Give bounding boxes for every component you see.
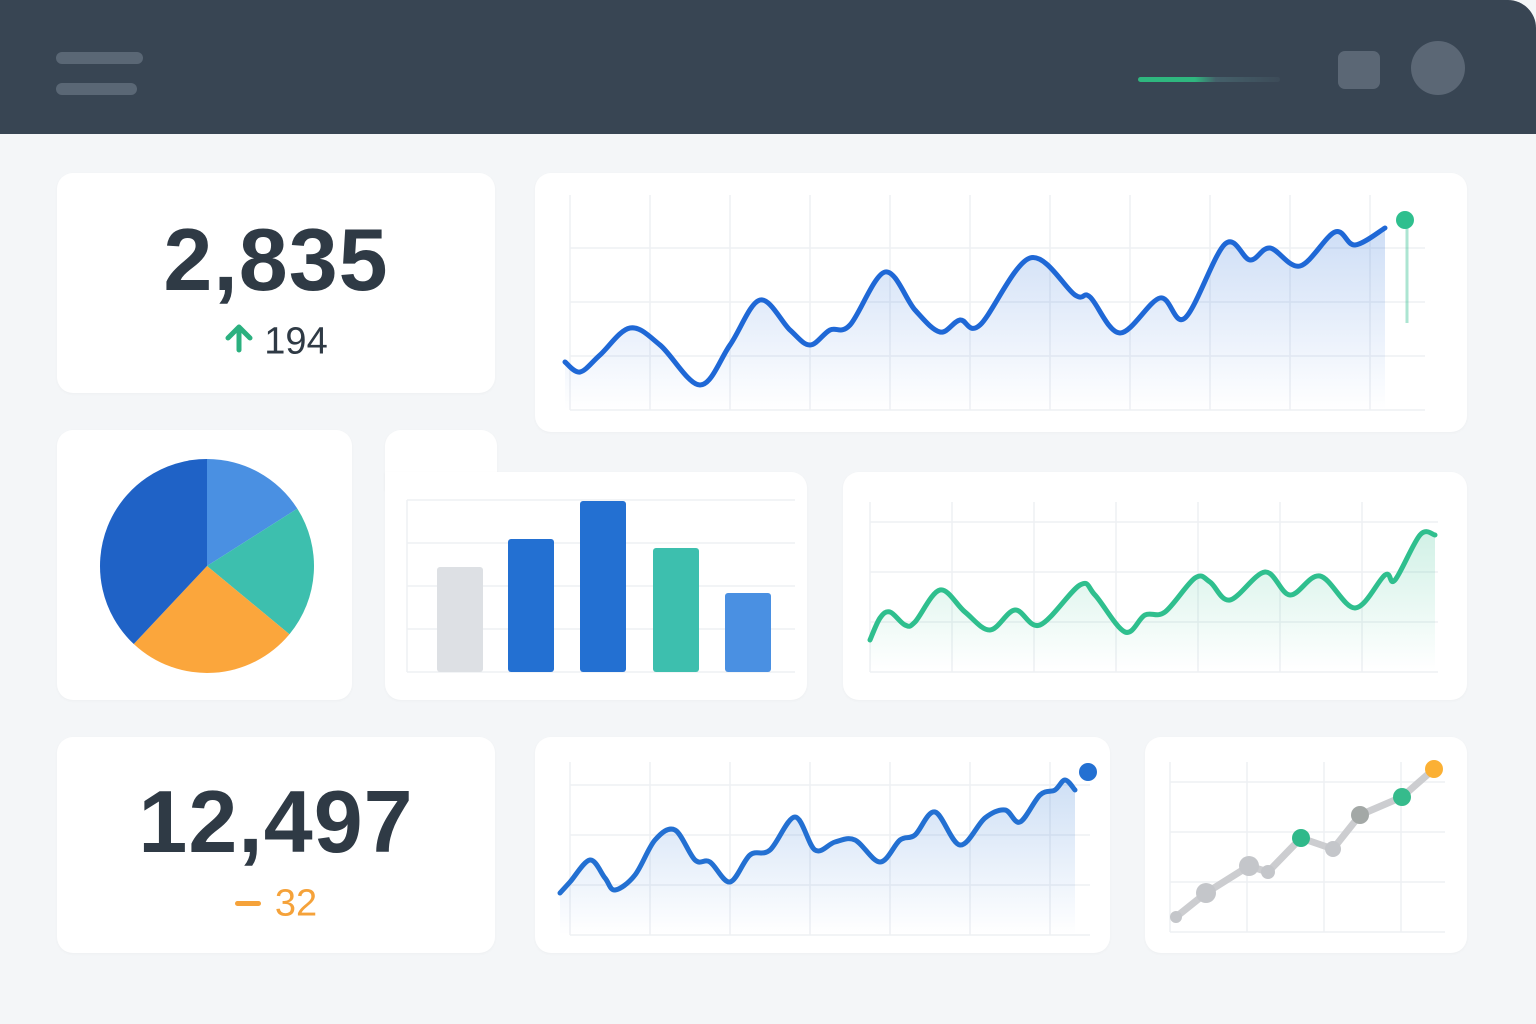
bar-chart [406, 499, 795, 673]
kpi-card-secondary: 12,497 32 [57, 737, 495, 953]
data-point [1325, 841, 1341, 857]
kpi-delta-value: 32 [274, 882, 318, 925]
series-line [557, 777, 1078, 896]
pie-slice [207, 459, 298, 566]
line-chart-main [562, 195, 1425, 411]
pie-chart-card [57, 430, 352, 700]
bar-chart-card [385, 472, 807, 700]
pie-slice [100, 459, 207, 644]
line-chart-card-green [843, 472, 1467, 700]
bar [580, 501, 626, 672]
kpi-card-total: 2,835 194 [57, 173, 495, 393]
pie-chart [100, 459, 314, 673]
series-line [562, 225, 1388, 388]
bar [508, 539, 554, 672]
kpi-delta-value: 194 [264, 320, 328, 363]
minus-icon [234, 901, 261, 907]
area-fill [565, 228, 1385, 410]
scatter-line-chart [1169, 760, 1445, 933]
top-bar [0, 0, 1536, 134]
area-fill [560, 780, 1075, 935]
bar [725, 593, 771, 672]
area-fill [870, 531, 1435, 670]
status-indicator [1138, 77, 1280, 82]
series-line [867, 529, 1438, 643]
pie-slice [133, 566, 290, 673]
bar [437, 567, 483, 672]
bar [653, 548, 699, 672]
data-point [1239, 856, 1259, 876]
menu-line [56, 83, 137, 95]
kpi-delta: 32 [57, 881, 495, 925]
line-chart-card-main [535, 173, 1467, 432]
line-chart-card-bottom [535, 737, 1110, 953]
data-point [1196, 883, 1216, 903]
user-avatar-icon[interactable] [1411, 41, 1465, 95]
menu-line [56, 52, 143, 64]
data-point [1425, 760, 1443, 778]
data-point [1351, 806, 1369, 824]
data-point [1292, 829, 1310, 847]
line-chart-green [867, 502, 1438, 673]
kpi-value: 2,835 [163, 210, 389, 309]
end-marker [1396, 211, 1414, 229]
line-chart-bottom [557, 762, 1097, 936]
data-point [1261, 865, 1275, 879]
data-point [1170, 911, 1182, 923]
end-marker [1079, 763, 1097, 781]
kpi-value: 12,497 [138, 772, 414, 871]
kpi-delta: 194 [57, 319, 495, 363]
hamburger-menu-icon[interactable] [56, 50, 144, 98]
scatter-chart-card [1145, 737, 1467, 953]
square-button-icon[interactable] [1338, 51, 1380, 89]
pie-slice [207, 508, 314, 635]
arrow-up-icon [224, 320, 254, 363]
data-point [1393, 788, 1411, 806]
